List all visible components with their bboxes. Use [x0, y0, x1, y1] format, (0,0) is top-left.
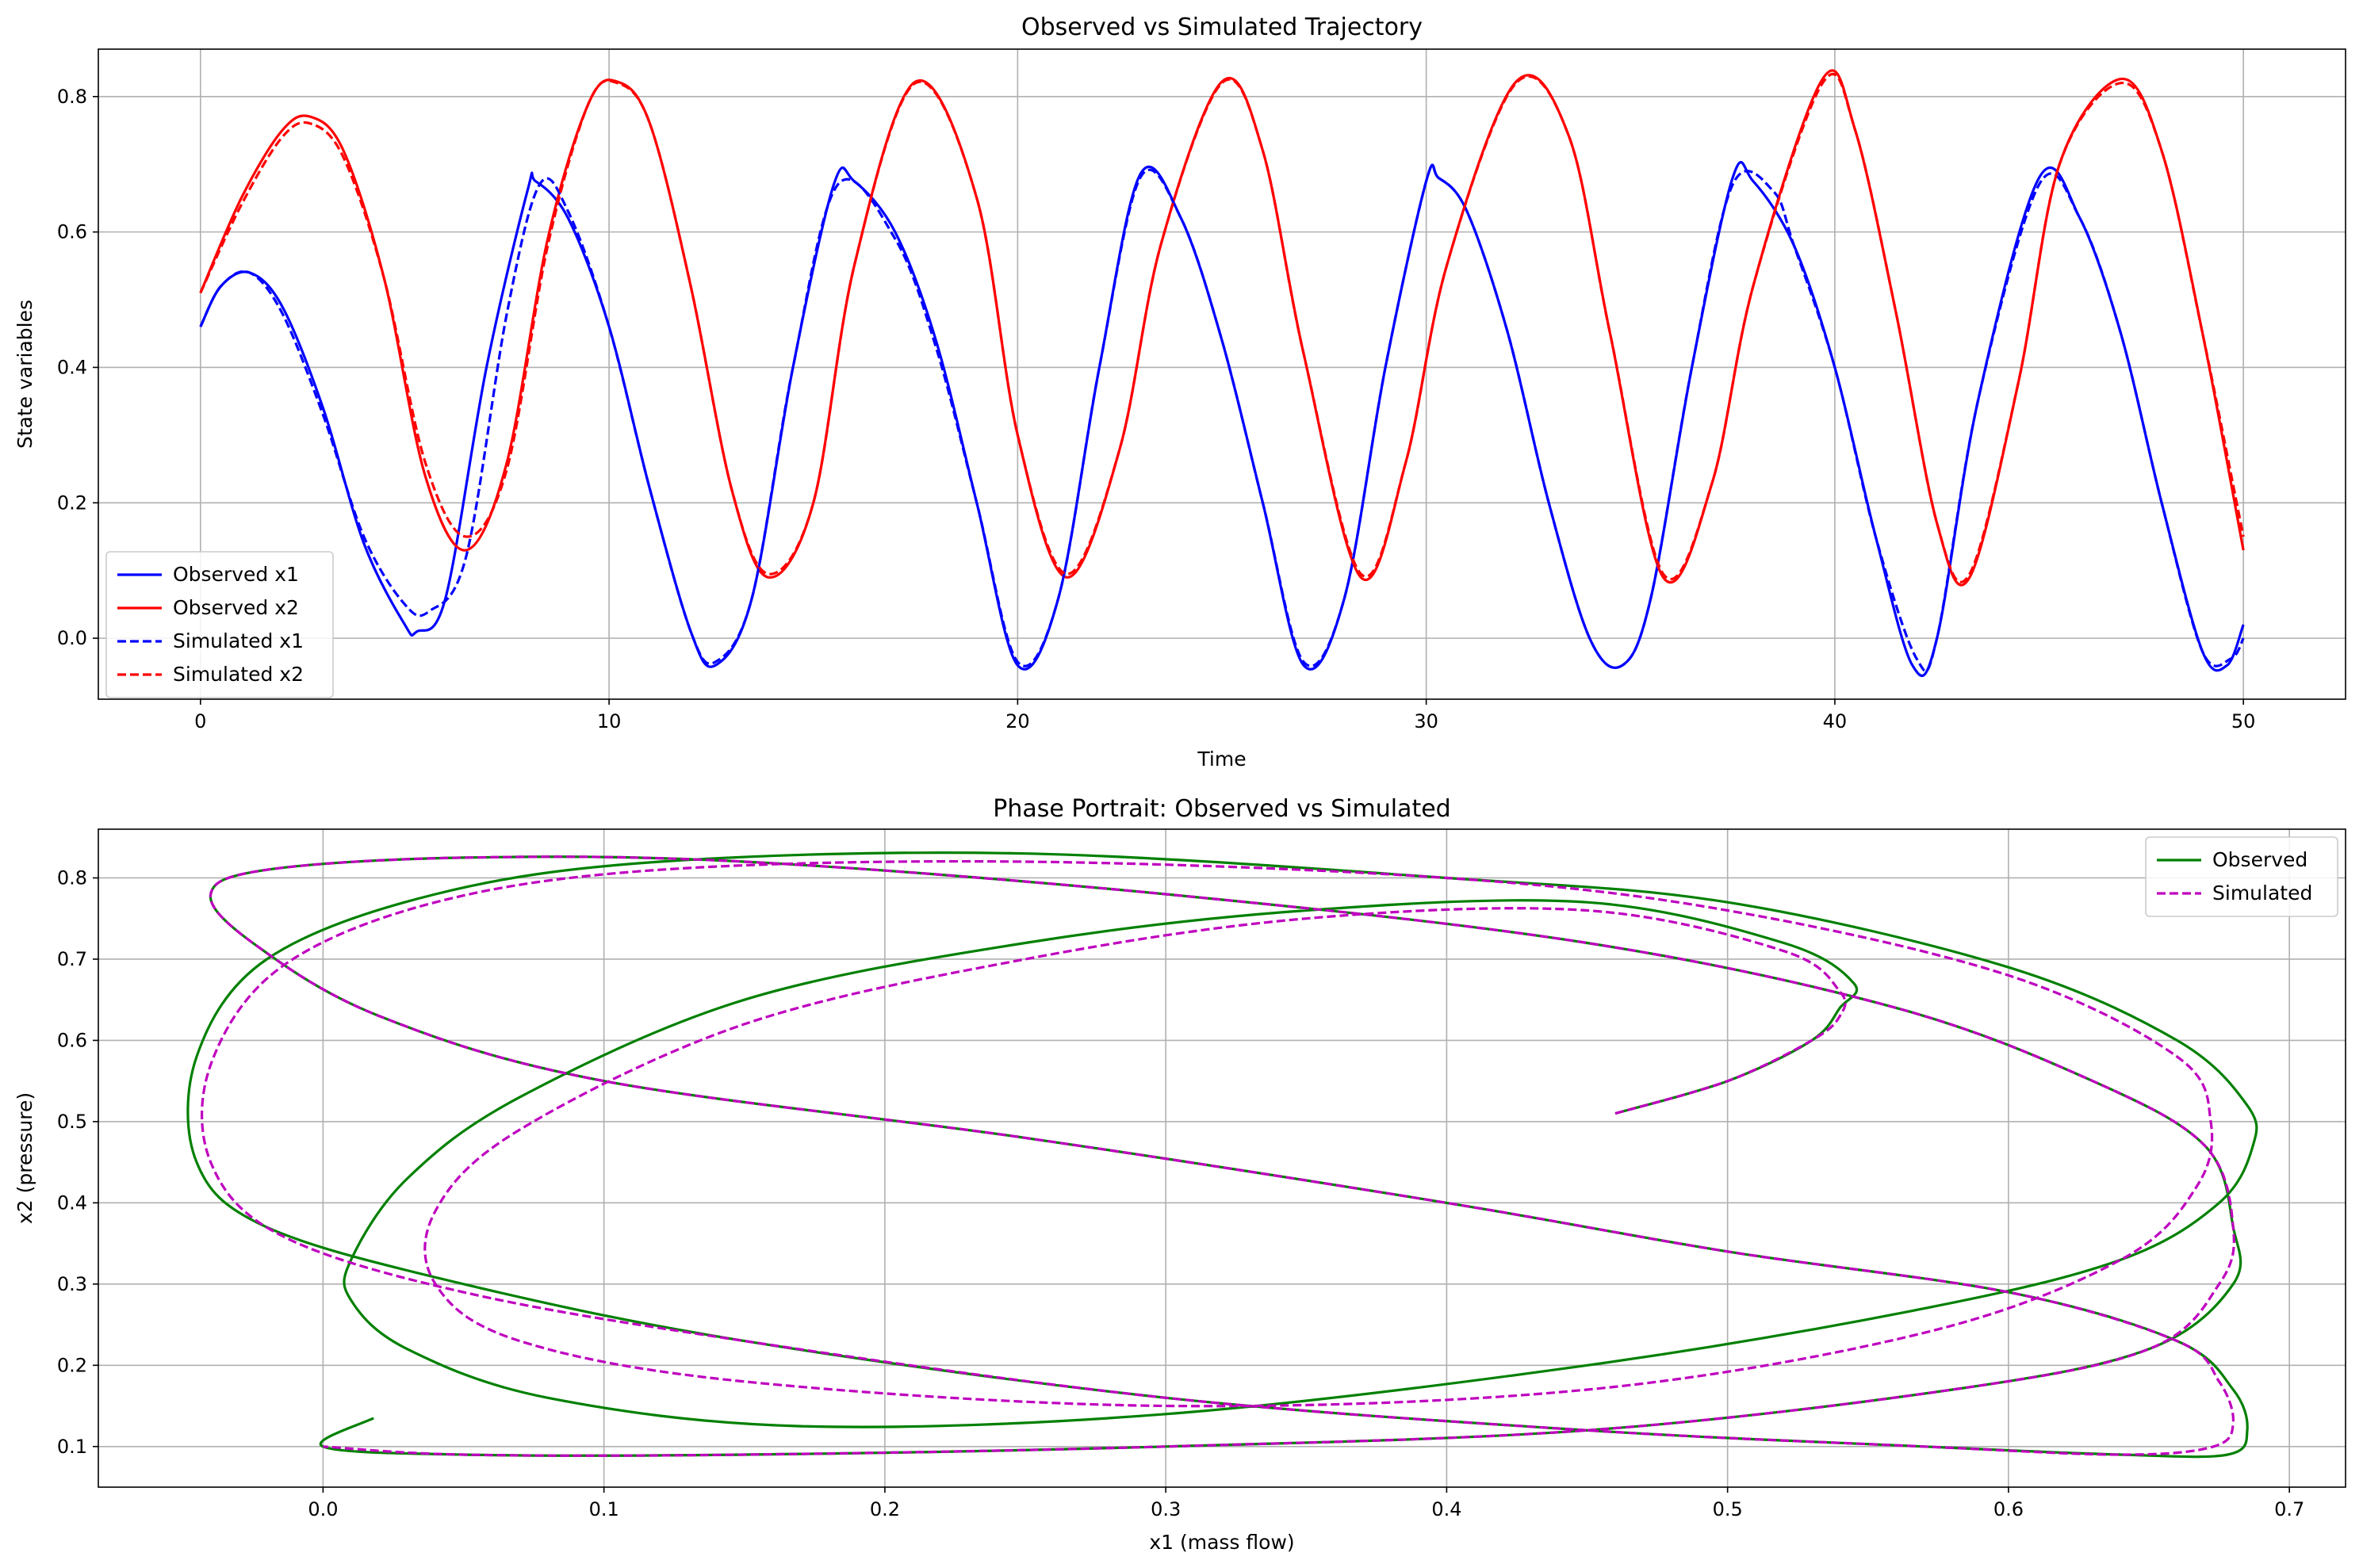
legend-label: Simulated [2212, 882, 2312, 904]
x-tick-label: 0.5 [1713, 1498, 1743, 1520]
trajectory-y-axis-label: State variables [13, 300, 36, 449]
y-tick-label: 0.2 [57, 1354, 87, 1376]
phase-legend: Observed Simulated [2145, 836, 2338, 917]
trajectory-grid [98, 49, 2346, 699]
phase-grid [98, 829, 2346, 1487]
x-tick-label: 0.3 [1151, 1498, 1181, 1520]
x-tick-label: 0 [194, 710, 206, 732]
x-tick-label: 10 [597, 710, 622, 732]
legend-label: Observed x2 [173, 596, 299, 619]
trajectory-plot-frame [98, 48, 2346, 700]
x-tick-label: 0.7 [2274, 1498, 2304, 1520]
phase-series [186, 851, 2258, 1459]
x-tick-label: 30 [1414, 710, 1438, 732]
series-line-simulated [201, 855, 2235, 1457]
phase-portrait-title: Phase Portrait: Observed vs Simulated [993, 795, 1450, 823]
y-tick-label: 0.4 [57, 356, 87, 378]
series-line-observed-x2 [199, 69, 2245, 587]
phase-y-axis-label: x2 (pressure) [13, 1092, 36, 1224]
x-tick-label: 0.0 [308, 1498, 338, 1520]
y-tick-label: 0.8 [57, 86, 87, 108]
legend-box [105, 551, 334, 698]
series-line-simulated-x2 [199, 72, 2245, 583]
y-tick-label: 0.0 [57, 627, 87, 649]
legend-label: Simulated x2 [173, 663, 304, 686]
trajectory-chart-title: Observed vs Simulated Trajectory [1021, 13, 1423, 41]
phase-plot-frame [98, 828, 2346, 1488]
y-tick-label: 0.3 [57, 1273, 87, 1295]
y-tick-label: 0.2 [57, 491, 87, 514]
y-tick-label: 0.6 [57, 1029, 87, 1051]
y-tick-label: 0.5 [57, 1111, 87, 1133]
phase-portrait-chart: Phase Portrait: Observed vs Simulated 0.… [13, 795, 2346, 1554]
series-line-simulated-x1 [199, 163, 2245, 673]
trajectory-legend: Observed x1 Observed x2 Simulated x1 Simula… [105, 551, 334, 698]
phase-x-axis-label: x1 (mass flow) [1149, 1531, 1294, 1554]
trajectory-series [199, 69, 2245, 678]
trajectory-x-axis-label: Time [1197, 748, 1246, 771]
legend-label: Observed [2212, 848, 2307, 871]
series-line-observed [186, 851, 2258, 1459]
x-tick-label: 0.4 [1431, 1498, 1461, 1520]
x-tick-label: 0.2 [870, 1498, 900, 1520]
y-tick-label: 0.6 [57, 221, 87, 243]
series-line-observed-x1 [199, 161, 2245, 678]
x-tick-label: 40 [1823, 710, 1848, 732]
y-tick-label: 0.1 [57, 1436, 87, 1458]
y-tick-label: 0.8 [57, 866, 87, 889]
x-tick-label: 0.1 [589, 1498, 619, 1520]
legend-label: Observed x1 [173, 563, 299, 586]
phase-ticks: 0.0 0.1 0.2 0.3 0.4 0.5 0.6 0.7 0.1 0.2 0.3 0.4 0.5 0… [57, 866, 2304, 1520]
legend-label: Simulated x1 [173, 629, 304, 652]
y-tick-label: 0.4 [57, 1191, 87, 1214]
legend-box [2145, 836, 2338, 917]
x-tick-label: 20 [1005, 710, 1030, 732]
x-tick-label: 50 [2231, 710, 2256, 732]
trajectory-chart: Observed vs Simulated Trajectory 0 10 20 30… [13, 13, 2346, 771]
y-tick-label: 0.7 [57, 948, 87, 970]
x-tick-label: 0.6 [1993, 1498, 2024, 1520]
trajectory-ticks: 0 10 20 30 40 50 0.0 0.2 0.4 0.6 0.8 [57, 86, 2256, 732]
